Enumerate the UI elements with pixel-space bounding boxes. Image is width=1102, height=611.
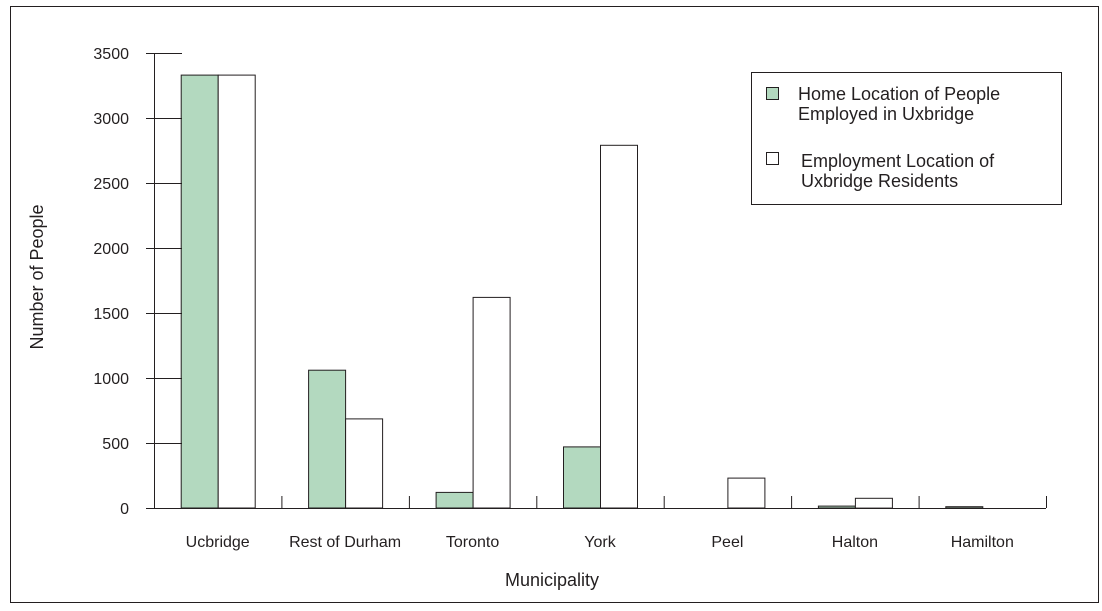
x-tick-label-toronto: Toronto: [446, 534, 499, 551]
x-axis-title: Municipality: [505, 570, 599, 590]
x-tick-label-peel: Peel: [711, 534, 743, 551]
bar-ucbridge-series-2: [217, 74, 256, 509]
y-tick-label: 2000: [93, 241, 129, 258]
legend-label-home-location-line-2: Employed in Uxbridge: [798, 104, 974, 124]
y-tick-label: 3000: [93, 111, 129, 128]
legend: Home Location of People Employed in Uxbr…: [751, 72, 1062, 205]
x-tick-label-halton: Halton: [832, 534, 878, 551]
bar-york-series-1: [563, 446, 601, 509]
bar-halton-series-2: [854, 497, 893, 509]
x-tick-label-hamilton: Hamilton: [951, 534, 1014, 551]
y-tick-label: 1500: [93, 306, 129, 323]
bar-ucbridge-series-1: [180, 74, 219, 509]
x-tick-label-ucbridge: Ucbridge: [186, 534, 250, 551]
legend-swatch-home-location: [766, 87, 779, 100]
bar-rest-of-durham-series-2: [345, 418, 384, 509]
y-tick-label: 3500: [93, 46, 129, 63]
legend-swatch-employment-location: [766, 152, 779, 165]
legend-box: [751, 72, 1062, 205]
y-tick-label: 500: [102, 436, 129, 453]
x-tick-label-rest-of-durham: Rest of Durham: [289, 534, 401, 551]
axes-layer: [146, 53, 1047, 509]
bar-york-series-2: [600, 144, 638, 509]
bar-toronto-series-1: [435, 491, 474, 509]
legend-label-employment-location-line-2: Uxbridge Residents: [801, 171, 958, 191]
labels-layer: 0 500 1000 1500 2000 2500 3000 3500 Ucbridge Rest…: [93, 46, 1013, 551]
bars-layer: [180, 74, 984, 509]
legend-label-home-location: Home Location of People Employed in Uxbr…: [798, 84, 1005, 124]
legend-label-employment-location: Employment Location of Uxbridge Resident…: [801, 151, 999, 191]
y-axis-title: Number of People: [27, 204, 47, 349]
bar-halton-series-1: [817, 505, 856, 509]
legend-label-home-location-line-1: Home Location of People: [798, 84, 1000, 104]
legend-label-employment-location-line-1: Employment Location of: [801, 151, 995, 171]
bar-peel-series-2: [727, 477, 766, 509]
bar-toronto-series-2: [472, 296, 511, 509]
bar-hamilton-series-1: [945, 506, 984, 509]
y-tick-label: 1000: [93, 371, 129, 388]
y-tick-label: 0: [120, 501, 129, 518]
bar-rest-of-durham-series-1: [308, 369, 347, 509]
y-tick-label: 2500: [93, 176, 129, 193]
x-tick-label-york: York: [584, 534, 616, 551]
